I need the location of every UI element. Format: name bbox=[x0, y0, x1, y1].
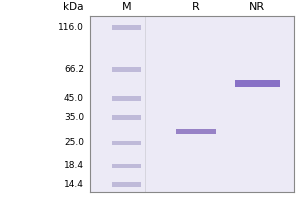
Text: 66.2: 66.2 bbox=[64, 65, 84, 74]
Text: kDa: kDa bbox=[64, 2, 84, 12]
Text: 14.4: 14.4 bbox=[64, 180, 84, 189]
Text: 25.0: 25.0 bbox=[64, 138, 84, 147]
Bar bbox=[112, 115, 141, 120]
Text: 116.0: 116.0 bbox=[58, 23, 84, 32]
Bar bbox=[112, 96, 141, 101]
Text: 45.0: 45.0 bbox=[64, 94, 84, 103]
Text: M: M bbox=[122, 2, 131, 12]
Text: 18.4: 18.4 bbox=[64, 161, 84, 170]
Bar bbox=[112, 25, 141, 30]
Bar bbox=[176, 129, 217, 134]
Bar bbox=[112, 182, 141, 187]
Bar bbox=[235, 80, 280, 87]
Bar bbox=[112, 164, 141, 168]
Text: R: R bbox=[192, 2, 200, 12]
Bar bbox=[112, 141, 141, 145]
Bar bbox=[112, 67, 141, 72]
Text: 35.0: 35.0 bbox=[64, 113, 84, 122]
Text: NR: NR bbox=[249, 2, 265, 12]
